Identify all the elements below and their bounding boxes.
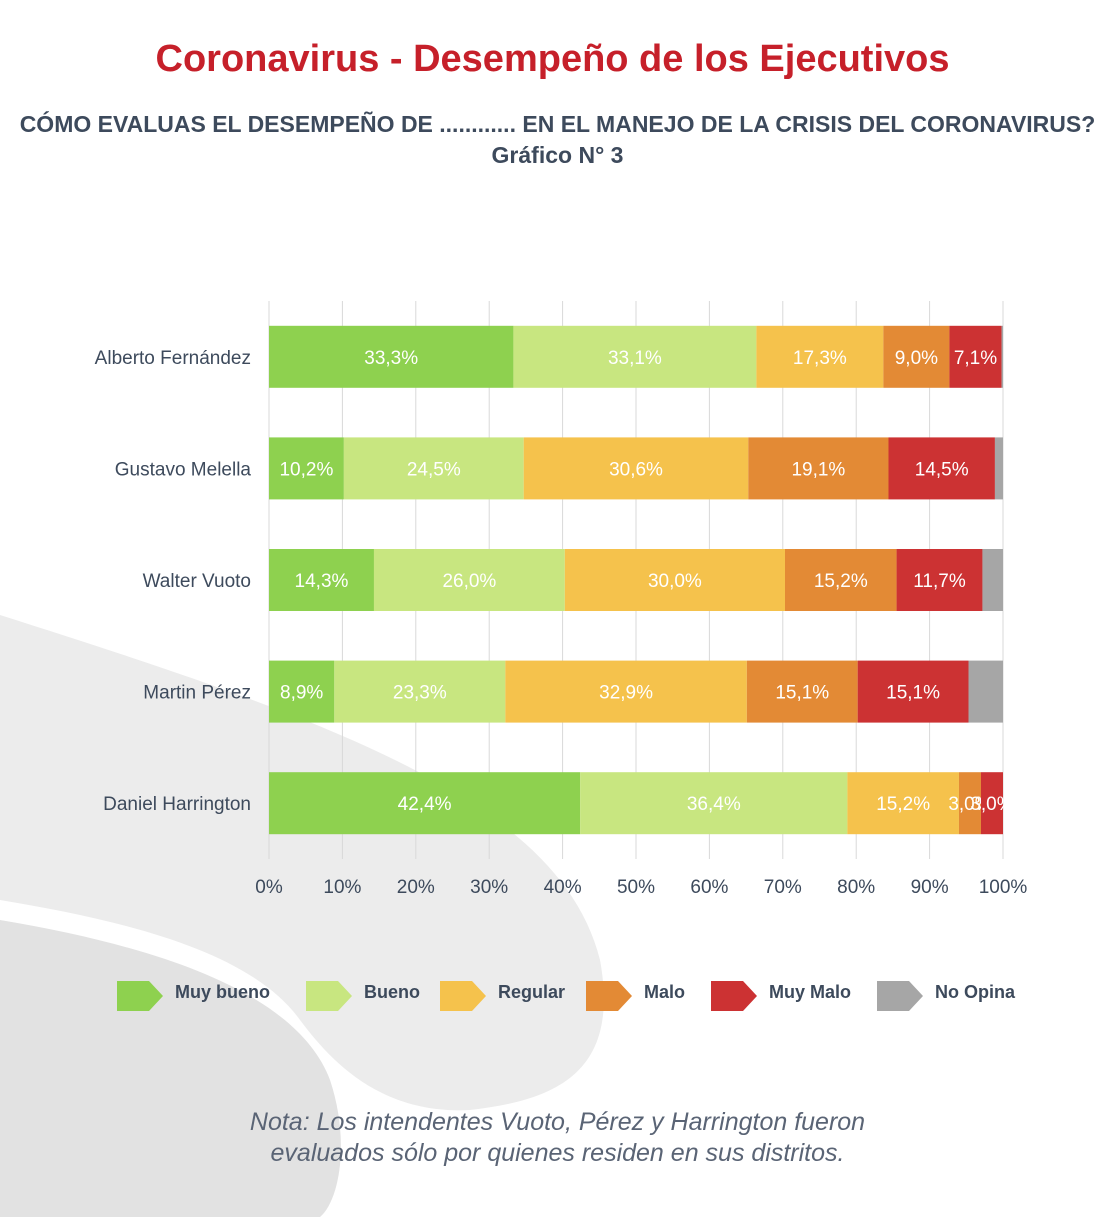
data-label: 30,6% [609, 459, 663, 480]
data-label: 3,0% [948, 794, 991, 815]
x-tick-label: 60% [690, 877, 728, 898]
data-label: 15,1% [886, 683, 940, 704]
data-label: 8,9% [280, 683, 323, 704]
bar-segment [269, 660, 335, 723]
bar-segment [1001, 325, 1003, 388]
page-title: Coronavirus - Desempeño de los Ejecutivo… [155, 38, 950, 80]
data-label: 17,3% [793, 348, 847, 369]
bar-segment [269, 325, 514, 388]
x-tick-label: 10% [323, 877, 361, 898]
legend-swatch [877, 981, 923, 1011]
data-label: 42,4% [398, 794, 452, 815]
bar-segment [968, 660, 1003, 723]
survey-question: CÓMO EVALUAS EL DESEMPEÑO DE ...........… [19, 111, 1096, 137]
category-label: Walter Vuoto [143, 571, 251, 592]
legend-swatch [440, 981, 486, 1011]
footnote-line-1: Nota: Los intendentes Vuoto, Pérez y Har… [249, 1108, 866, 1136]
bar-segment [883, 325, 950, 388]
bar-segment [373, 549, 565, 611]
data-label: 33,1% [608, 348, 662, 369]
bar-segment [334, 660, 506, 723]
bar-segment [949, 325, 1002, 388]
legend-label: Muy Malo [769, 982, 852, 1002]
category-label: Gustavo Melella [115, 459, 252, 480]
bar-segment [888, 437, 995, 500]
bar-segment [505, 660, 747, 723]
data-label: 26,0% [442, 571, 496, 592]
footnote: Nota: Los intendentes Vuoto, Pérez y Har… [0, 1107, 1105, 1169]
bar-segment [847, 772, 959, 835]
chart-legend: Muy bueno Bueno Regular Malo Muy Malo No Opin… [0, 978, 1105, 1014]
data-label: 15,1% [775, 683, 829, 704]
legend-swatch [306, 981, 352, 1011]
legend-label: No Opina [935, 982, 1015, 1002]
bar-segment [896, 549, 983, 611]
x-tick-label: 0% [255, 877, 283, 898]
bar-segment [269, 549, 374, 611]
data-label: 9,0% [895, 348, 938, 369]
legend-swatch [117, 981, 163, 1011]
x-tick-label: 30% [470, 877, 508, 898]
x-tick-label: 70% [764, 877, 802, 898]
data-label: 10,2% [279, 459, 333, 480]
data-label: 24,5% [407, 459, 461, 480]
bar-segment [269, 437, 344, 500]
data-label: 14,5% [915, 459, 969, 480]
x-tick-label: 50% [617, 877, 655, 898]
data-label: 32,9% [599, 683, 653, 704]
bar-segment [343, 437, 524, 500]
data-label: 30,0% [648, 571, 702, 592]
bar-segment [564, 549, 786, 611]
x-tick-label: 20% [397, 877, 435, 898]
chart-number: Gráfico N° 3 [491, 142, 624, 168]
x-tick-label: 90% [911, 877, 949, 898]
data-label: 3,0% [970, 794, 1013, 815]
legend-label: Malo [644, 982, 686, 1002]
x-tick-label: 100% [979, 877, 1028, 898]
bar-segment [857, 660, 969, 723]
bar-segment [980, 772, 1003, 835]
bar-segment [982, 549, 1003, 611]
data-label: 23,3% [393, 683, 447, 704]
legend-swatch [586, 981, 632, 1011]
bar-segment [523, 437, 749, 500]
category-label: Martin Pérez [143, 683, 251, 704]
bar-segment [746, 660, 858, 723]
category-label: Daniel Harrington [103, 794, 251, 815]
data-label: 15,2% [876, 794, 930, 815]
data-label: 15,2% [814, 571, 868, 592]
legend-label: Muy bueno [175, 982, 270, 1002]
footnote-line-2: evaluados sólo por quienes residen en su… [270, 1139, 845, 1167]
data-label: 11,7% [913, 571, 966, 592]
x-tick-label: 40% [544, 877, 582, 898]
data-label: 36,4% [687, 794, 741, 815]
bar-segment [785, 549, 897, 611]
legend-label: Regular [498, 982, 566, 1002]
bar-segment [269, 772, 581, 835]
data-label: 14,3% [295, 571, 349, 592]
category-label: Alberto Fernández [95, 348, 251, 369]
bar-segment [748, 437, 889, 500]
bar-segment [756, 325, 884, 388]
data-label: 19,1% [791, 459, 845, 480]
legend-swatch [711, 981, 757, 1011]
legend-label: Bueno [364, 982, 420, 1002]
x-tick-label: 80% [837, 877, 875, 898]
bar-segment [580, 772, 848, 835]
bar-segment [994, 437, 1003, 500]
data-label: 33,3% [364, 348, 418, 369]
bar-segment [958, 772, 981, 835]
bar-segment [513, 325, 757, 388]
data-label: 7,1% [954, 348, 997, 369]
